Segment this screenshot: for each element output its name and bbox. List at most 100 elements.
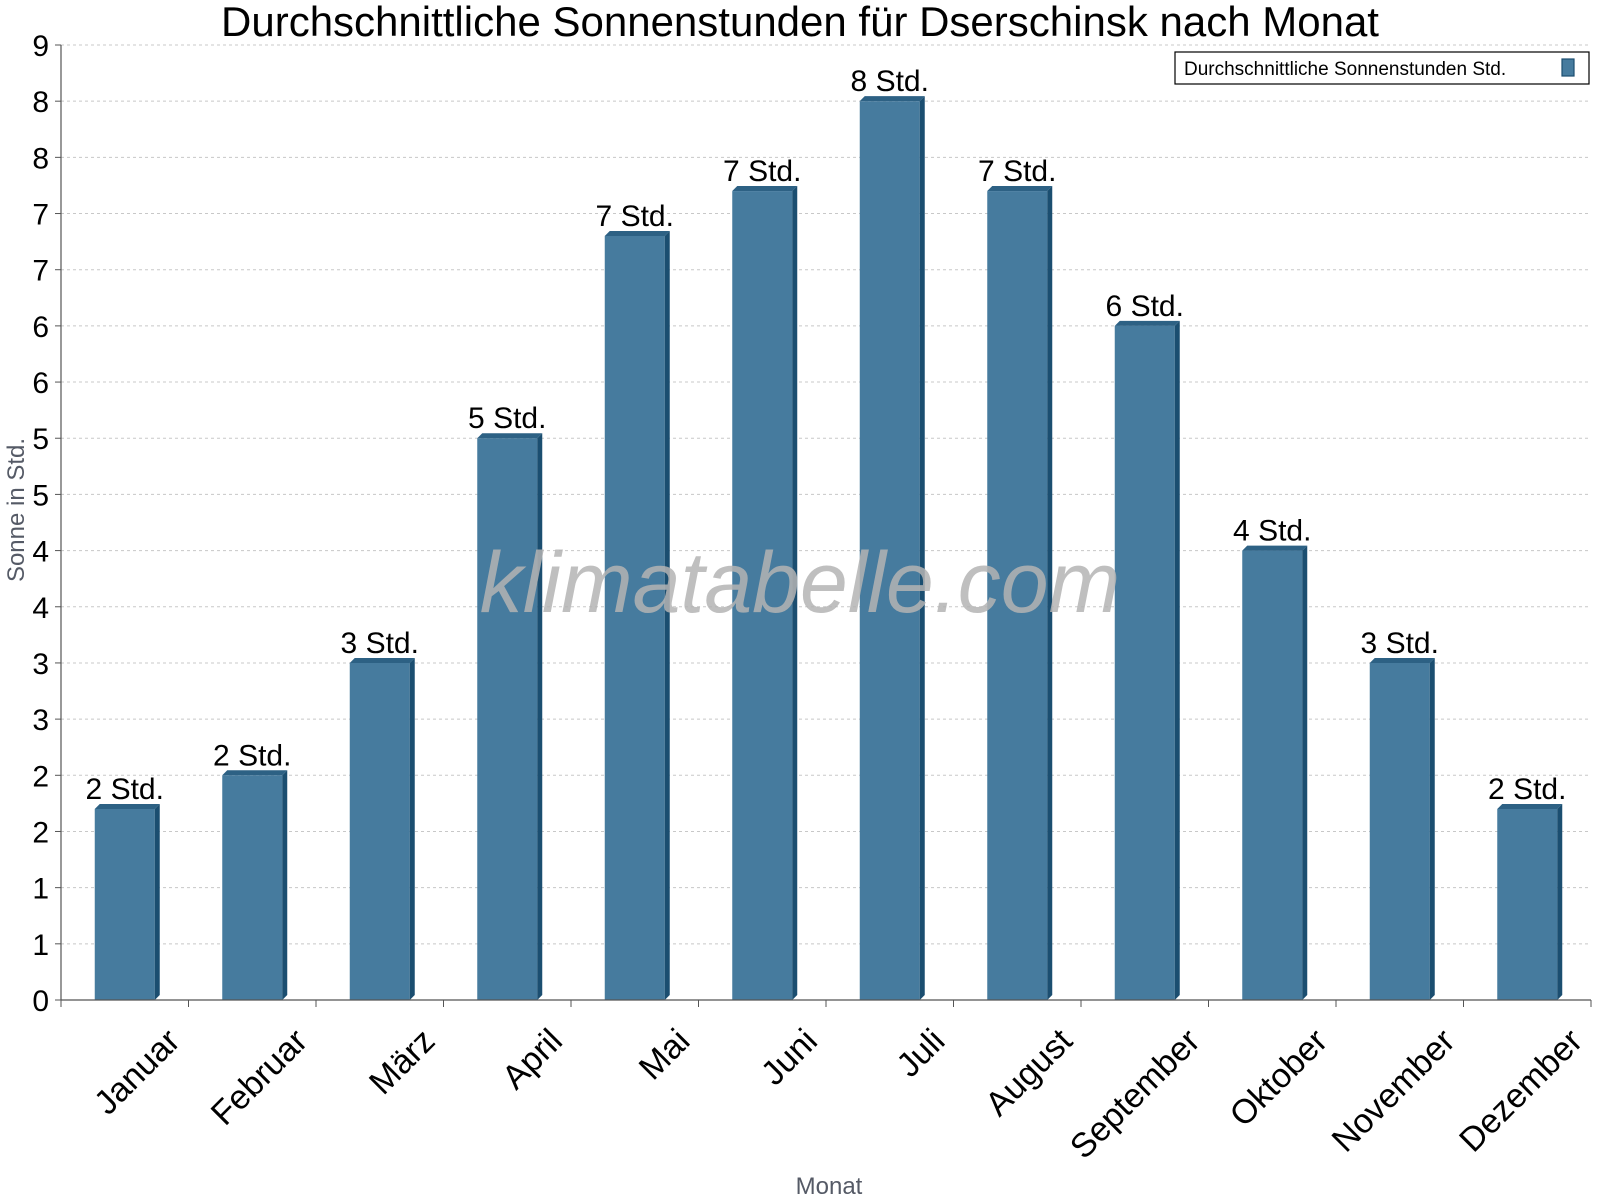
x-tick-label: November <box>1325 1022 1463 1160</box>
y-tick-label: 1 <box>32 873 49 906</box>
data-label: 2 Std. <box>1488 773 1566 806</box>
bar-top <box>1114 320 1180 326</box>
bar <box>1114 320 1180 1001</box>
y-tick-label: 7 <box>32 255 49 288</box>
y-tick-label: 9 <box>32 30 49 63</box>
bar-side <box>919 96 925 1001</box>
bar-top <box>604 231 670 236</box>
bar <box>1242 545 1308 1000</box>
y-tick-label: 5 <box>32 479 49 512</box>
x-tick-label: Januar <box>87 1022 187 1122</box>
data-label: 6 Std. <box>1106 290 1184 323</box>
y-tick-label: 0 <box>32 985 49 1018</box>
legend: Durchschnittliche Sonnenstunden Std. <box>1174 51 1590 85</box>
y-tick-labels: 0 1 1 2 2 3 3 4 4 5 5 6 6 7 7 8 8 9 <box>32 30 49 1018</box>
legend-entry-label: Durchschnittliche Sonnenstunden Std. <box>1184 59 1506 80</box>
x-tick-label: September <box>1063 1022 1207 1166</box>
y-tick-label: 8 <box>32 86 49 119</box>
y-tick-label: 3 <box>32 648 49 681</box>
bar-side <box>664 231 670 1000</box>
y-tick-label: 4 <box>32 536 49 569</box>
y-tick-label: 7 <box>32 199 49 232</box>
data-label: 4 Std. <box>1233 515 1311 548</box>
bar <box>94 804 160 1000</box>
bar-front <box>1369 662 1430 1000</box>
x-tick-labels: Januar Februar März April Mai Juni Juli AugustS… <box>87 1021 1590 1166</box>
bar <box>987 186 1053 1000</box>
data-label: 2 Std. <box>213 739 291 772</box>
bar-top <box>94 804 160 809</box>
bar-front <box>222 775 283 1000</box>
bar-top <box>732 186 798 192</box>
bar <box>732 186 798 1000</box>
bar-top <box>1497 804 1563 809</box>
legend-box <box>1174 51 1590 85</box>
y-tick-label: 2 <box>32 760 49 793</box>
bar-top <box>1242 545 1308 551</box>
bar-side <box>154 804 160 1000</box>
y-tick-label: 5 <box>32 423 49 456</box>
bar-front <box>1114 325 1175 1001</box>
bar-top <box>349 657 415 663</box>
bar <box>222 770 288 1000</box>
bar <box>1497 804 1563 1000</box>
x-tick-label: August <box>978 1021 1080 1123</box>
bar-front <box>987 191 1048 1000</box>
legend-swatch <box>1561 58 1575 77</box>
bar-front <box>477 438 538 1000</box>
x-tick-label: Februar <box>204 1022 315 1133</box>
bar <box>604 231 670 1000</box>
bar-front <box>859 101 920 1001</box>
bars <box>94 96 1563 1001</box>
bar-side <box>1302 545 1308 1000</box>
bar-top <box>222 770 288 776</box>
bar-side <box>1174 320 1180 1001</box>
bar-side <box>409 657 415 1000</box>
y-tick-label: 2 <box>32 816 49 849</box>
y-tick-label: 1 <box>32 929 49 962</box>
bar-top <box>477 433 543 439</box>
bar <box>477 433 543 1000</box>
data-label: 7 Std. <box>596 200 674 233</box>
bar-front <box>604 236 665 1000</box>
data-label: 5 Std. <box>468 402 546 435</box>
bar-front <box>732 191 793 1000</box>
bar-side <box>1047 186 1053 1000</box>
bar-side <box>537 433 543 1000</box>
y-tick-label: 6 <box>32 311 49 344</box>
data-label: 3 Std. <box>341 627 419 660</box>
x-tick-label: Mai <box>632 1022 698 1088</box>
bar <box>859 96 925 1001</box>
bar-top <box>987 186 1053 192</box>
x-tick-label: Juli <box>889 1022 952 1085</box>
y-tick-label: 6 <box>32 367 49 400</box>
data-label: 7 Std. <box>723 155 801 188</box>
bar-front <box>94 809 155 1000</box>
bar-side <box>282 770 288 1000</box>
data-label: 7 Std. <box>978 155 1056 188</box>
data-label: 2 Std. <box>86 773 164 806</box>
bar-front <box>1242 550 1303 1000</box>
bar-top <box>1369 657 1435 663</box>
bar-front <box>1497 809 1558 1000</box>
y-tick-label: 8 <box>32 142 49 175</box>
bar-side <box>792 186 798 1000</box>
bar <box>349 657 415 1000</box>
y-axis-title: Sonne in Std. <box>3 438 30 582</box>
x-tick-label: Oktober <box>1222 1022 1334 1134</box>
bar-side <box>1429 657 1435 1000</box>
bar-front <box>349 662 410 1000</box>
axes <box>55 44 1592 1007</box>
x-tick-label: Dezember <box>1452 1022 1590 1160</box>
data-labels: 2 Std. 2 Std. 3 Std. 5 Std. 7 Std. 7 Std. 8 St… <box>86 65 1567 806</box>
x-tick-label: April <box>495 1022 570 1097</box>
chart-title: Durchschnittliche Sonnenstunden für Dser… <box>221 0 1379 45</box>
x-tick-label: März <box>362 1022 442 1102</box>
x-axis-title: Monat <box>796 1173 863 1200</box>
data-label: 8 Std. <box>851 65 929 98</box>
grid-lines <box>61 44 1591 945</box>
bar-side <box>1557 804 1563 1000</box>
bar-top <box>859 96 925 102</box>
y-tick-label: 3 <box>32 704 49 737</box>
